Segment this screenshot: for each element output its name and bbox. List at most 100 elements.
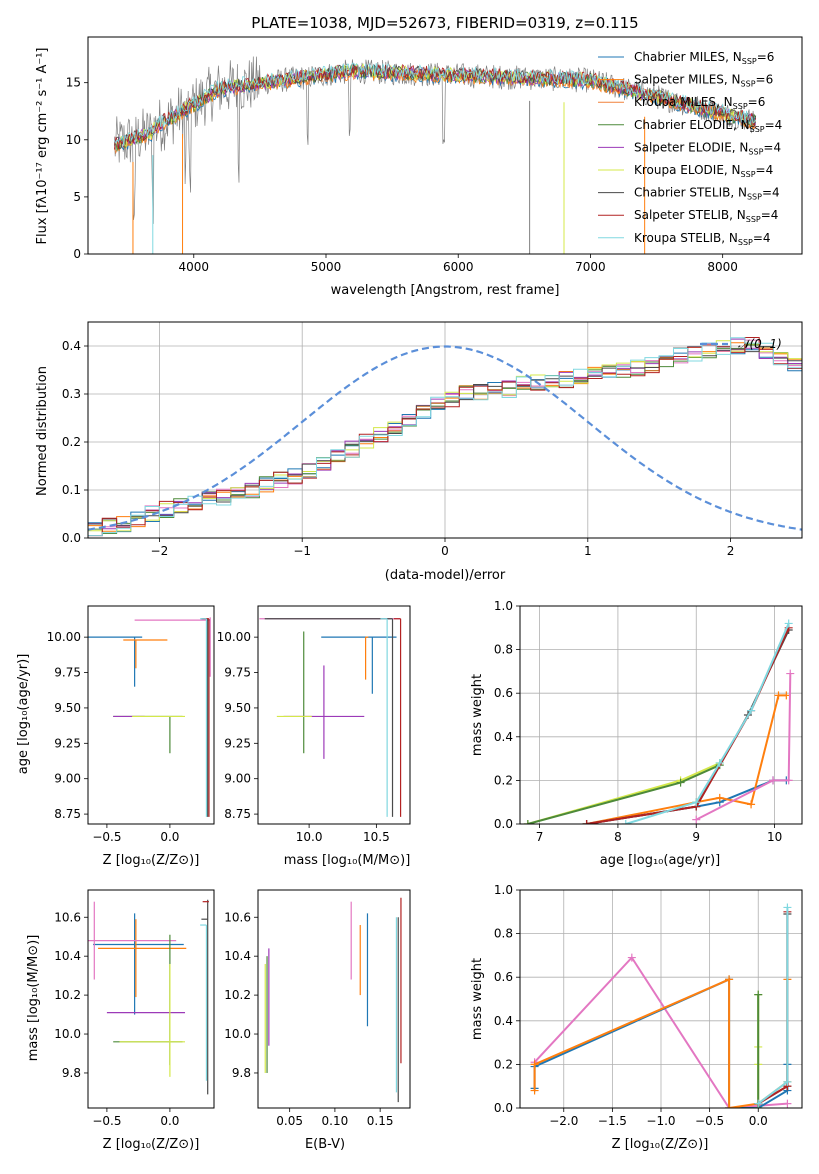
y-tick-label: 9.75 [54, 666, 81, 680]
y-tick-label: 10.4 [224, 949, 251, 963]
plus-marker [774, 691, 783, 700]
x-tick-label: 7 [536, 830, 544, 844]
legend-entry: Salpeter STELIB, NSSP=4 [634, 208, 778, 224]
histogram-legend: 𝒩(0, 1) [700, 337, 782, 351]
y-tick-label: 9.25 [224, 736, 251, 750]
plus-marker [715, 758, 724, 767]
plus-marker [621, 820, 630, 824]
mass-vs-ebv-panel: 0.05 0.10 0.15 9.8 10.0 10.2 10.4 10.6 E(B-V) [224, 889, 411, 1152]
y-tick-label: 10.6 [54, 910, 81, 924]
x-tick-label: 0.0 [160, 830, 179, 844]
ageZ-ylabel: age [log₁₀(age/yr)] [16, 654, 31, 775]
plus-marker [523, 820, 532, 824]
y-tick-label: 10.0 [224, 1027, 251, 1041]
x-tick-label: −0.5 [92, 830, 121, 844]
legend-entry: 𝒩(0, 1) [738, 337, 782, 351]
x-tick-label: 10.5 [363, 830, 390, 844]
x-tick-label: 0.0 [160, 1114, 179, 1128]
gaussian-reference-line [88, 345, 802, 531]
legend-entry: Salpeter ELODIE, NSSP=4 [634, 140, 781, 156]
axes-frame [87, 889, 215, 1109]
x-tick-label: 0.15 [367, 1114, 394, 1128]
axes-frame [519, 605, 803, 825]
massweight-line [695, 673, 792, 821]
x-tick-label: 1 [584, 544, 592, 558]
mass-vs-Z-panel: −0.5 0.0 9.8 10.0 10.2 10.4 10.6 Z [log₁₀(Z/Z⊙… [26, 889, 215, 1152]
y-tick-label: 10.2 [54, 988, 81, 1002]
x-tick-label: 0.05 [276, 1114, 303, 1128]
y-tick-label: 0.2 [494, 1057, 513, 1071]
y-tick-label: 8.75 [224, 807, 251, 821]
spectrum-ylabel: Flux [fλ10⁻¹⁷ erg cm⁻² s⁻¹ A⁻¹] [35, 48, 50, 245]
histogram-xlabel: (data-model)/error [385, 568, 506, 583]
x-tick-label: −1.5 [598, 1114, 627, 1128]
y-tick-label: 9.50 [224, 701, 251, 715]
y-tick-label: 10.0 [54, 1027, 81, 1041]
plus-marker [784, 776, 793, 785]
y-tick-label: 0.8 [494, 927, 513, 941]
massweight-line [757, 914, 789, 1105]
x-tick-label: 0.10 [322, 1114, 349, 1128]
y-tick-label: 9.00 [54, 772, 81, 786]
plot-area [520, 606, 802, 824]
x-tick-label: 0 [441, 544, 449, 558]
massweight-line [757, 911, 789, 1105]
y-tick-label: 0.2 [62, 435, 81, 449]
x-tick-label: 10 [767, 830, 782, 844]
massweight-line [586, 629, 790, 824]
massweight-line [527, 764, 721, 824]
massweight-line [757, 907, 789, 1105]
plus-marker [747, 800, 756, 809]
plus-marker [582, 820, 591, 824]
x-tick-label: −1.0 [646, 1114, 675, 1128]
x-tick-label: 6000 [443, 260, 474, 274]
y-tick-label: 0.0 [62, 531, 81, 545]
y-tick-label: 0.8 [494, 643, 513, 657]
plus-marker [530, 1086, 539, 1095]
plot-area [259, 618, 402, 817]
x-tick-label: 9 [692, 830, 700, 844]
legend-entry: Kroupa MILES, NSSP=6 [634, 95, 765, 111]
x-tick-label: 4000 [179, 260, 210, 274]
histogram-ylabel: Normed distribution [35, 366, 50, 496]
legend-entry: Kroupa ELODIE, NSSP=4 [634, 163, 773, 179]
y-tick-label: 9.8 [62, 1066, 81, 1080]
x-tick-label: 10.0 [296, 830, 323, 844]
massZ-xlabel: Z [log₁₀(Z/Z⊙)] [103, 1137, 200, 1152]
plus-marker [692, 798, 701, 807]
plus-marker [783, 903, 792, 912]
spectrum-title: PLATE=1038, MJD=52673, FIBERID=0319, z=0… [251, 14, 638, 32]
x-tick-label: 8000 [707, 260, 738, 274]
y-tick-label: 10 [66, 133, 81, 147]
y-tick-label: 0.3 [62, 387, 81, 401]
histogram-step-line [88, 337, 802, 537]
legend-entry: Chabrier STELIB, NSSP=4 [634, 186, 780, 202]
x-tick-label: 0.0 [749, 1114, 768, 1128]
axes-frame [87, 36, 803, 255]
x-tick-label: −1 [293, 544, 311, 558]
plot-area [88, 617, 211, 817]
plus-marker [692, 815, 701, 824]
x-tick-label: 7000 [575, 260, 606, 274]
plus-marker [676, 778, 685, 787]
y-tick-label: 5 [73, 190, 81, 204]
y-tick-label: 8.75 [54, 807, 81, 821]
plot-area [114, 56, 757, 254]
massweight-line [586, 627, 790, 824]
massweight-vs-Z-panel: −2.0 −1.5 −1.0 −0.5 0.0 0.0 0.2 0.4 0.6 0.8 1.0 Z … [470, 883, 803, 1152]
massweight-vs-age-panel: 7 8 9 10 0.0 0.2 0.4 0.6 0.8 1.0 age [log₁₀(age/y… [470, 599, 803, 868]
x-tick-label: −2.0 [549, 1114, 578, 1128]
legend-entry: Salpeter MILES, NSSP=6 [634, 73, 773, 89]
y-tick-label: 1.0 [494, 883, 513, 897]
histogram-step-line [88, 346, 802, 526]
y-tick-label: 10.00 [47, 630, 81, 644]
mwZ-ylabel: mass weight [470, 958, 485, 1040]
y-tick-label: 1.0 [494, 599, 513, 613]
x-tick-label: −0.5 [695, 1114, 724, 1128]
plus-marker [783, 1099, 792, 1108]
plot-area [520, 890, 802, 1108]
legend-entry: Kroupa STELIB, NSSP=4 [634, 231, 771, 247]
plot-area [88, 899, 209, 1095]
age-vs-Z-panel: −0.5 0.0 8.75 9.00 9.25 9.50 9.75 10.00 Z [log₁… [16, 605, 215, 868]
y-tick-label: 0.6 [494, 686, 513, 700]
